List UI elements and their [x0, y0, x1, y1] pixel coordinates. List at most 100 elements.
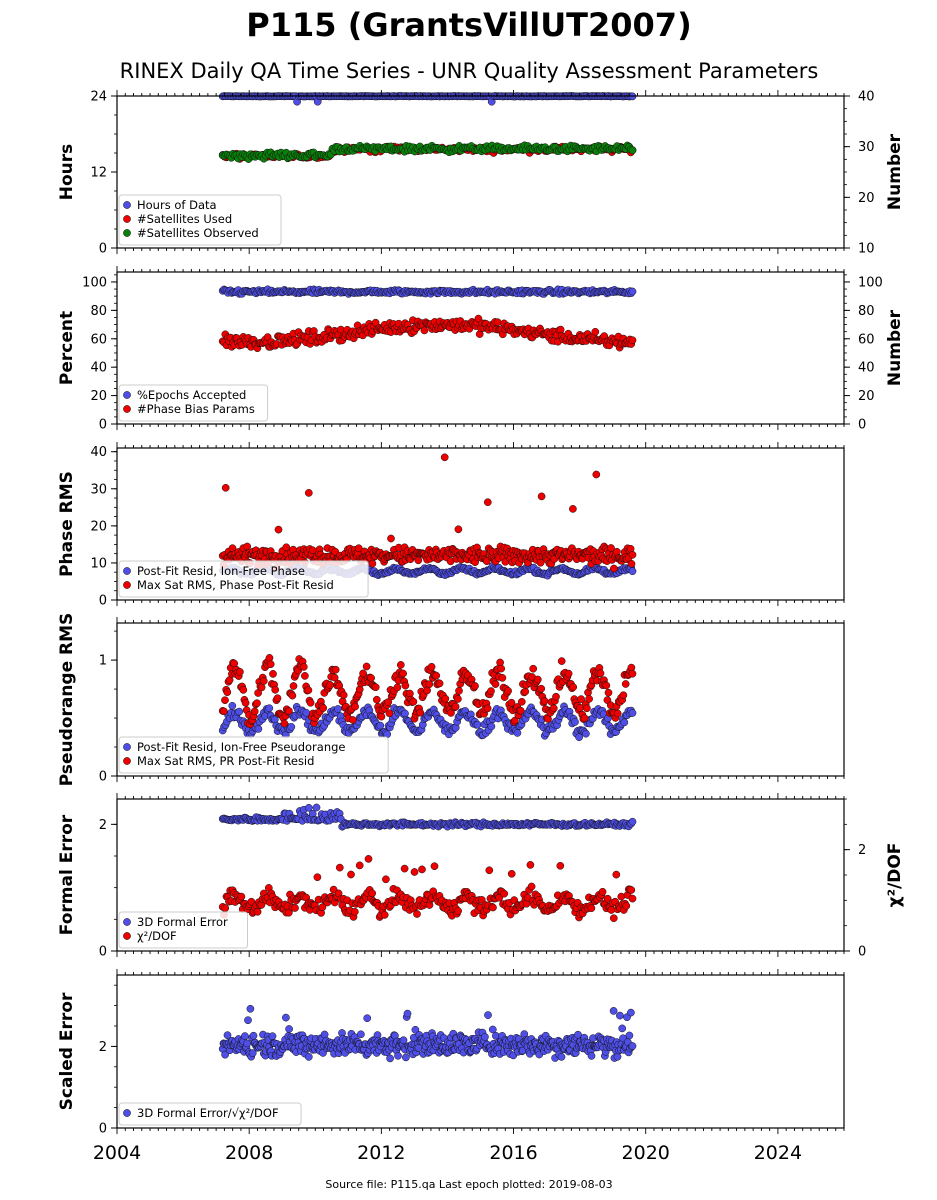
data-point: [241, 1032, 249, 1040]
data-point: [363, 1014, 372, 1023]
data-point: [537, 492, 546, 501]
data-point: [591, 327, 600, 336]
data-point: [440, 453, 449, 462]
y-right-tick-label: 10: [858, 242, 875, 257]
data-point: [413, 910, 421, 918]
data-point: [552, 692, 560, 701]
data-point: [513, 729, 522, 737]
data-point: [326, 681, 334, 689]
data-point: [335, 863, 344, 872]
legend-marker: [123, 918, 131, 926]
data-point: [483, 704, 492, 713]
series-2: [218, 453, 637, 573]
data-point: [483, 498, 492, 507]
data-point: [556, 861, 565, 870]
data-point: [253, 907, 262, 916]
series-1: [218, 92, 637, 106]
y-axis-label-right: Number: [885, 133, 905, 210]
data-point: [628, 146, 637, 155]
data-point: [257, 683, 266, 692]
series-1: [218, 1004, 637, 1063]
data-point: [609, 914, 618, 923]
data-point: [521, 687, 530, 696]
data-point: [280, 719, 289, 728]
data-point: [628, 669, 637, 678]
data-point: [420, 326, 429, 335]
legend: Hours of Data#Satellites Used#Satellites…: [118, 194, 282, 246]
legend-label: %Epochs Accepted: [137, 388, 246, 402]
data-point: [497, 664, 506, 673]
y-tick-label: 0: [99, 594, 107, 609]
y-tick-label: 100: [82, 275, 107, 290]
data-point: [362, 662, 371, 671]
series-1: [218, 803, 637, 831]
legend: %Epochs Accepted#Phase Bias Params: [118, 384, 269, 422]
data-point: [455, 686, 463, 695]
legend-marker: [123, 201, 131, 209]
data-point: [410, 868, 419, 876]
data-point: [401, 709, 409, 718]
y-right-tick-label: 60: [858, 332, 875, 347]
data-point: [557, 1053, 566, 1061]
y-tick-label: 0: [99, 242, 107, 257]
series-2: [218, 855, 637, 923]
data-point: [263, 333, 272, 341]
legend-label: χ²/DOF: [137, 929, 177, 943]
legend-marker: [123, 567, 131, 575]
data-point: [241, 699, 250, 707]
data-point: [533, 675, 542, 684]
y-axis-label: Pseudorange RMS: [57, 613, 77, 787]
data-point: [339, 691, 348, 699]
data-point: [269, 670, 277, 678]
data-point: [569, 505, 577, 513]
data-point: [236, 668, 244, 676]
data-point: [235, 707, 244, 716]
data-point: [598, 887, 607, 896]
data-point: [569, 683, 578, 691]
data-point: [291, 904, 299, 912]
data-point: [368, 889, 377, 898]
data-point: [473, 720, 482, 729]
data-point: [416, 708, 425, 717]
legend-box: [118, 194, 282, 246]
data-point: [377, 712, 386, 721]
data-point: [396, 661, 405, 669]
data-point: [430, 862, 439, 871]
data-point: [285, 707, 293, 715]
legend-label: #Satellites Used: [137, 212, 232, 226]
data-point: [221, 483, 230, 492]
data-point: [409, 697, 418, 706]
y-axis-label-right: χ²/DOF: [885, 843, 905, 908]
data-point: [604, 688, 613, 697]
panel-4: 0 1 Pseudorange RMS Post-Fit Resid, Ion-Fre…: [57, 613, 845, 787]
data-point: [399, 669, 407, 678]
data-point: [491, 680, 500, 688]
legend-marker: [123, 391, 131, 399]
data-point: [351, 702, 359, 711]
data-point: [244, 1016, 252, 1025]
legend-marker: [123, 743, 131, 751]
y-axis-label: Percent: [57, 311, 77, 385]
data-point: [454, 907, 462, 915]
data-point: [306, 698, 315, 707]
y-axis-label: Formal Error: [57, 814, 77, 935]
data-point: [451, 702, 460, 711]
data-point: [406, 689, 414, 698]
data-point: [313, 873, 322, 882]
panel-2: 0 20 40 60 80 100 0 20 40 60 80 100 Percent Number %Ep…: [57, 266, 905, 433]
data-point: [347, 870, 355, 879]
data-point: [435, 679, 444, 688]
data-point: [540, 697, 549, 705]
data-point: [355, 861, 364, 870]
data-point: [628, 550, 637, 559]
data-point: [376, 721, 385, 730]
data-point: [254, 725, 263, 733]
data-point: [266, 660, 275, 669]
y-tick-label: 0: [99, 770, 107, 785]
data-point: [613, 709, 622, 718]
legend-marker: [123, 229, 131, 237]
data-point: [367, 674, 375, 682]
